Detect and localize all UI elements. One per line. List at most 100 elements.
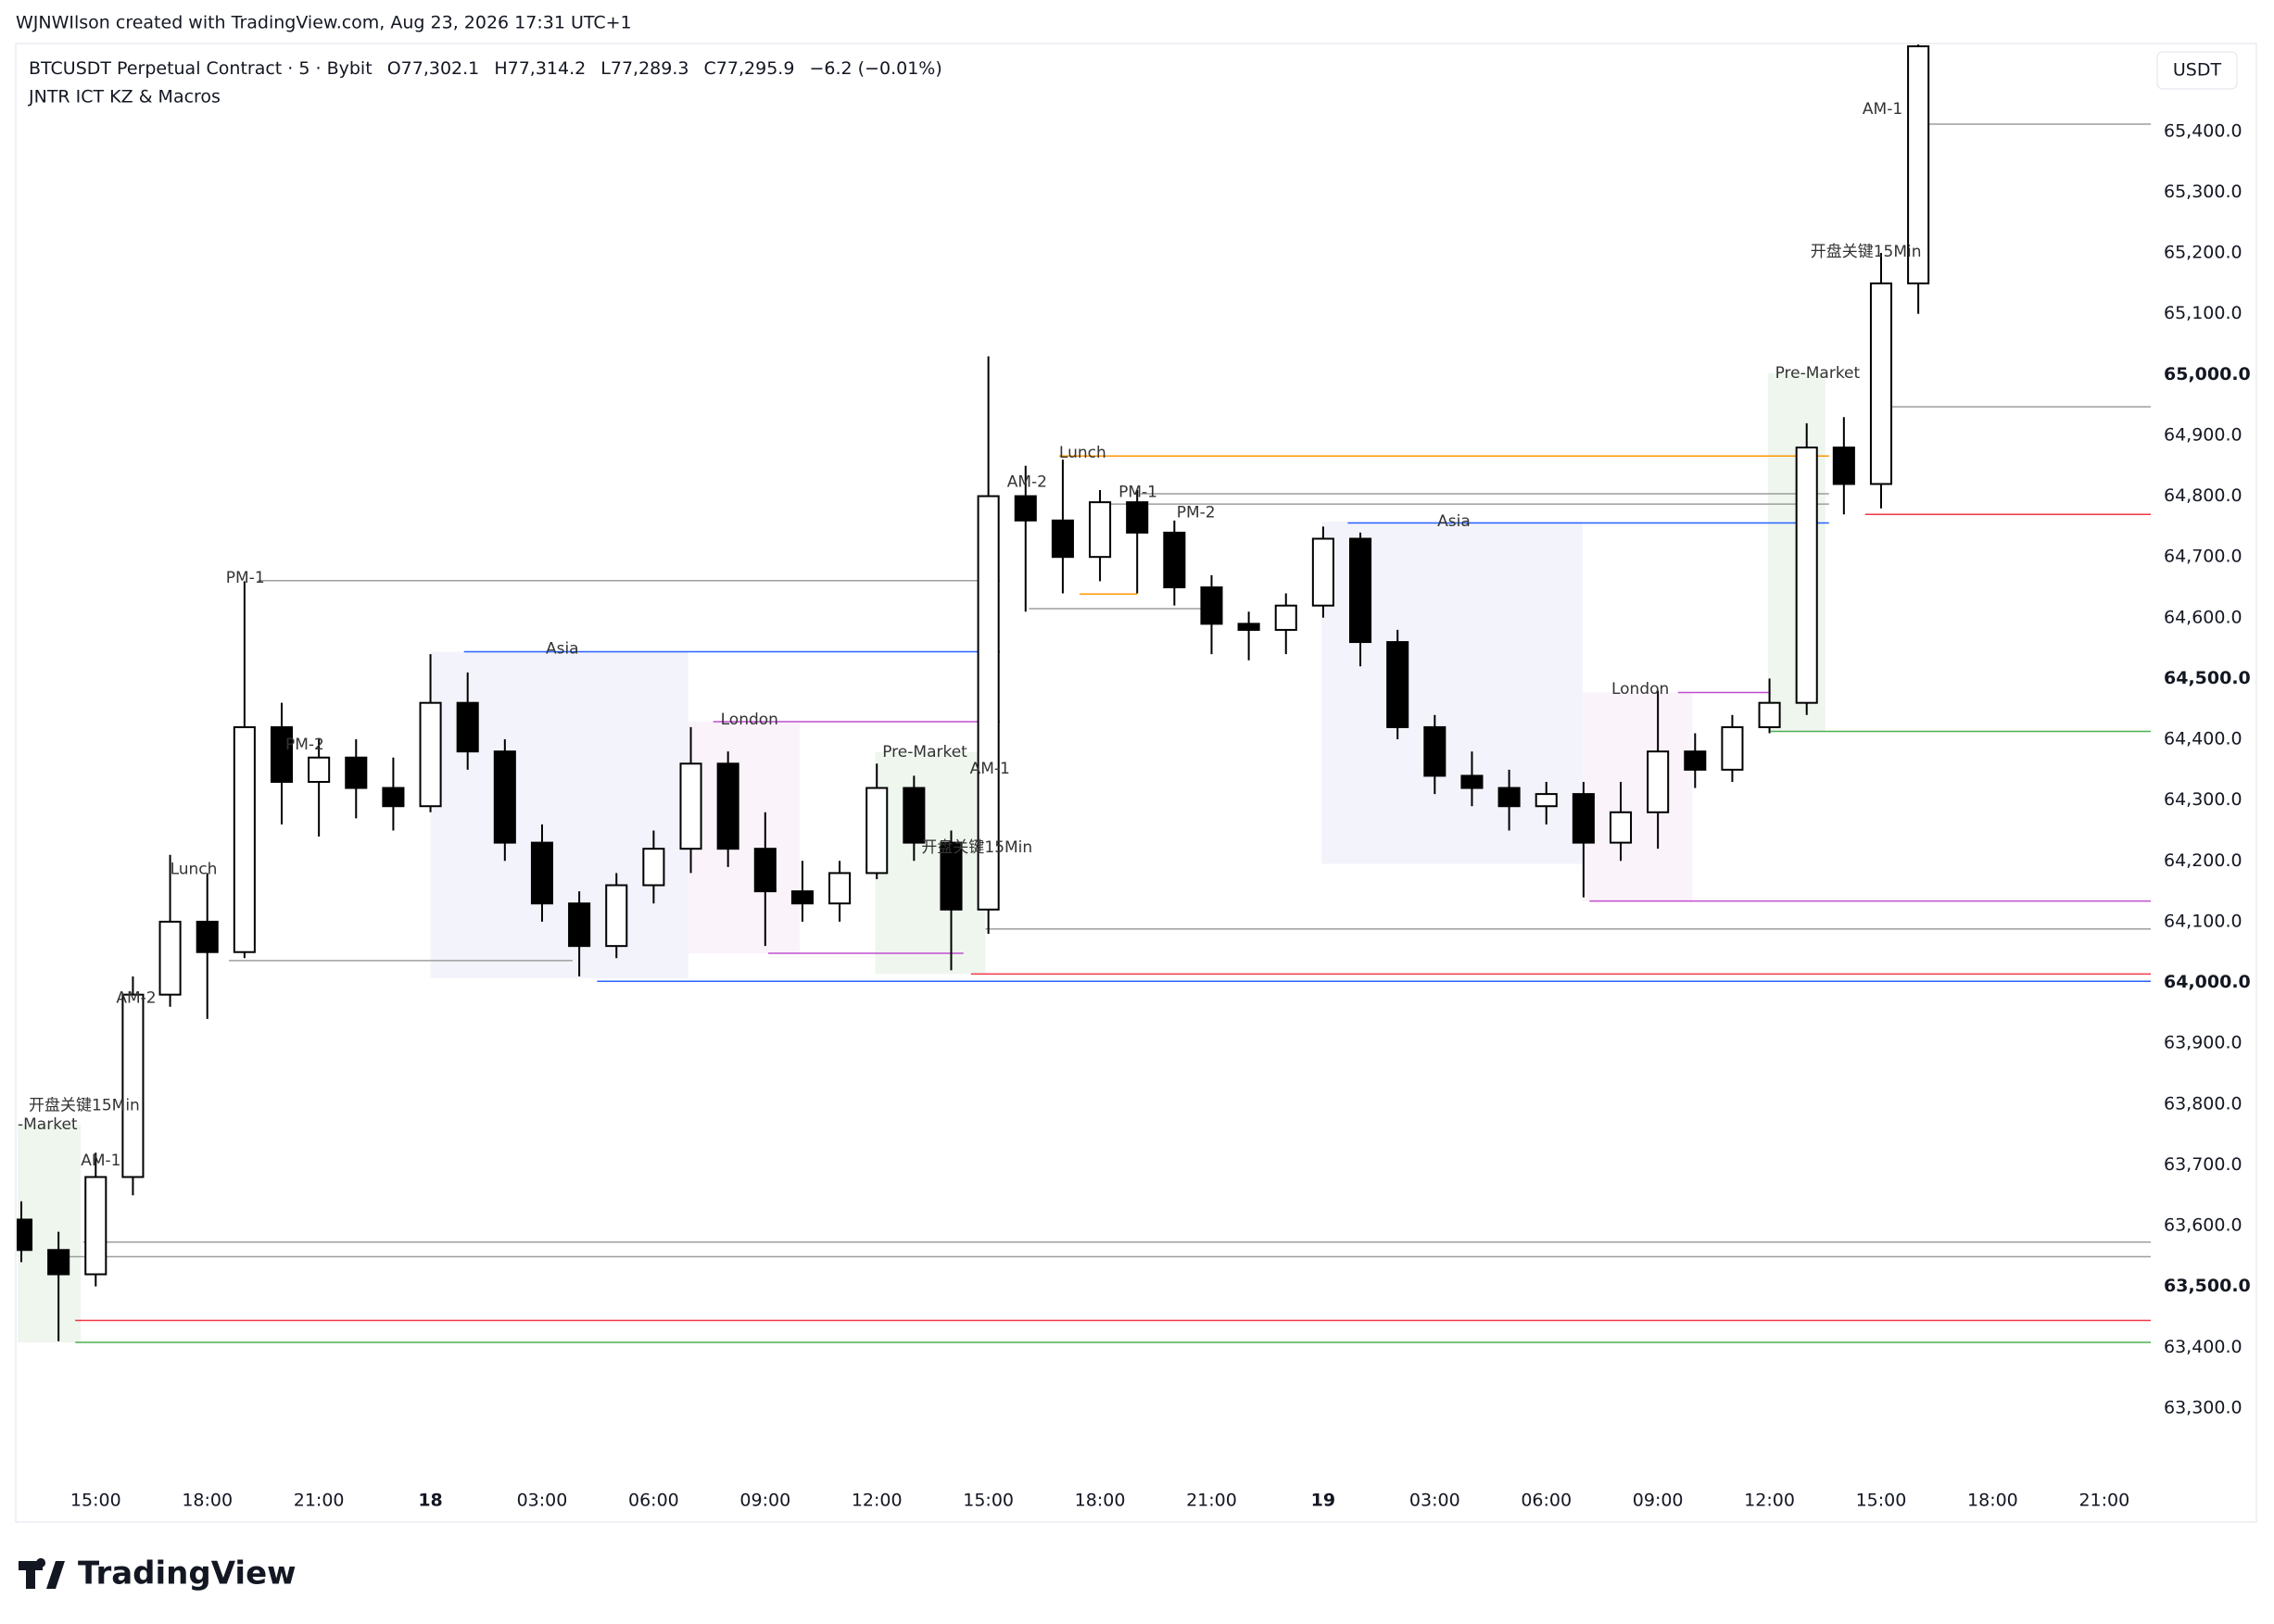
plot-area: 开盘关键15Min-MarketAM-1AM-2LunchPM-1PM-2Asi…: [17, 44, 2151, 1343]
session-label: 开盘关键15Min: [29, 1097, 140, 1115]
session-label: AM-1: [81, 1152, 120, 1170]
x-tick-label: 09:00: [1633, 1491, 1684, 1511]
candle-body: [1721, 725, 1744, 771]
session-label: Lunch: [171, 860, 218, 878]
x-tick-label: 03:00: [1409, 1491, 1460, 1511]
y-tick-label: 65,400.0: [2164, 120, 2242, 141]
legend-value: L77,289.3: [600, 58, 689, 79]
candle-body: [308, 756, 331, 783]
y-tick-label: 63,300.0: [2164, 1397, 2242, 1417]
indicator-name: JNTR ICT KZ & Macros: [28, 87, 221, 107]
y-tick-label: 64,700.0: [2164, 547, 2242, 567]
candle-body: [1311, 537, 1334, 607]
x-tick-label: 15:00: [1856, 1491, 1907, 1511]
x-tick-label: 09:00: [739, 1491, 790, 1511]
chart-frame: [15, 43, 2257, 1523]
y-tick-label: 64,500.0: [2164, 668, 2251, 688]
y-tick-label: 63,600.0: [2164, 1215, 2242, 1236]
candle-body: [1237, 623, 1260, 631]
candle-body: [1460, 774, 1484, 789]
x-tick-label: 18:00: [1967, 1491, 2018, 1511]
x-tick-label: 03:00: [517, 1491, 568, 1511]
candle-body: [47, 1249, 70, 1276]
legend-value: C77,295.9: [704, 58, 795, 79]
y-tick-label: 64,600.0: [2164, 607, 2242, 627]
candle-body: [419, 701, 442, 808]
x-tick-label: 21:00: [1186, 1491, 1237, 1511]
candle-body: [1832, 447, 1855, 485]
candle-body: [1423, 725, 1447, 777]
candle-body: [1572, 793, 1595, 844]
currency-label[interactable]: USDT: [2173, 60, 2222, 81]
candle-body: [1684, 750, 1707, 771]
y-tick-label: 65,200.0: [2164, 243, 2242, 263]
session-label: 开盘关键15Min: [921, 838, 1032, 857]
candle-body: [605, 884, 628, 948]
x-tick-label: 12:00: [852, 1491, 903, 1511]
x-tick-label: 18:00: [1075, 1491, 1126, 1511]
candle-body: [1386, 641, 1409, 728]
y-tick-label: 63,800.0: [2164, 1093, 2242, 1114]
session-label: PM-2: [1177, 503, 1216, 522]
x-tick-label: 21:00: [294, 1491, 345, 1511]
candle-body: [642, 848, 665, 887]
session-label: Asia: [1437, 512, 1471, 531]
y-tick-label: 63,400.0: [2164, 1337, 2242, 1357]
x-tick-label: 15:00: [963, 1491, 1014, 1511]
candle-body: [493, 750, 516, 844]
session-label: PM-2: [285, 736, 324, 754]
y-tick-label: 65,000.0: [2164, 364, 2251, 384]
session-label: Lunch: [1059, 444, 1106, 462]
x-tick-label: 18: [418, 1491, 442, 1511]
candle-body: [1647, 750, 1670, 813]
candle-body: [828, 872, 852, 905]
candle-body: [233, 725, 256, 953]
candle-body: [17, 1218, 33, 1252]
session-box: [430, 651, 689, 978]
candle-body: [1535, 793, 1558, 808]
candle-body: [977, 495, 1000, 911]
session-label: AM-2: [116, 989, 156, 1008]
y-tick-label: 63,900.0: [2164, 1033, 2242, 1053]
candle-body: [903, 787, 926, 844]
session-label: Asia: [546, 639, 579, 658]
candle-body: [716, 762, 739, 850]
candle-body: [1869, 282, 1893, 485]
session-box: [1582, 692, 1693, 901]
session-box: [688, 722, 801, 954]
legend-value: O77,302.1: [387, 58, 480, 79]
candle-body: [1126, 501, 1149, 534]
candle-body: [1497, 787, 1521, 808]
x-tick-label: 06:00: [628, 1491, 679, 1511]
legend-value: −6.2 (−0.01%): [809, 58, 941, 79]
chart-legend: BTCUSDT Perpetual Contract · 5 · Bybit O…: [29, 58, 942, 79]
candle-body: [1014, 495, 1037, 522]
y-tick-label: 64,400.0: [2164, 729, 2242, 749]
session-label: AM-1: [970, 760, 1010, 778]
candle-body: [196, 920, 219, 953]
y-tick-label: 64,200.0: [2164, 850, 2242, 871]
session-label: PM-1: [226, 569, 265, 587]
currency-button[interactable]: [2156, 51, 2238, 90]
candle-body: [1795, 447, 1818, 704]
session-label: PM-1: [1118, 484, 1157, 502]
attribution: WJNWIlson created with TradingView.com, …: [16, 13, 632, 33]
candle-body: [1907, 44, 1930, 284]
x-tick-label: 06:00: [1521, 1491, 1572, 1511]
candle-body: [1758, 701, 1781, 728]
session-label: London: [1611, 680, 1669, 699]
y-tick-label: 64,300.0: [2164, 789, 2242, 810]
candle-body: [1163, 531, 1186, 588]
candle-body: [940, 841, 963, 911]
candle-body: [865, 787, 889, 875]
candle-body: [753, 848, 777, 893]
chart-title: BTCUSDT Perpetual Contract · 5 · Bybit: [29, 58, 373, 79]
candle-body: [270, 725, 294, 783]
candle-body: [456, 701, 479, 753]
candle-body: [679, 762, 702, 850]
x-tick-label: 15:00: [70, 1491, 121, 1511]
y-tick-label: 63,500.0: [2164, 1276, 2251, 1296]
brand-name: TradingView: [78, 1555, 297, 1593]
candle-body: [530, 841, 554, 905]
